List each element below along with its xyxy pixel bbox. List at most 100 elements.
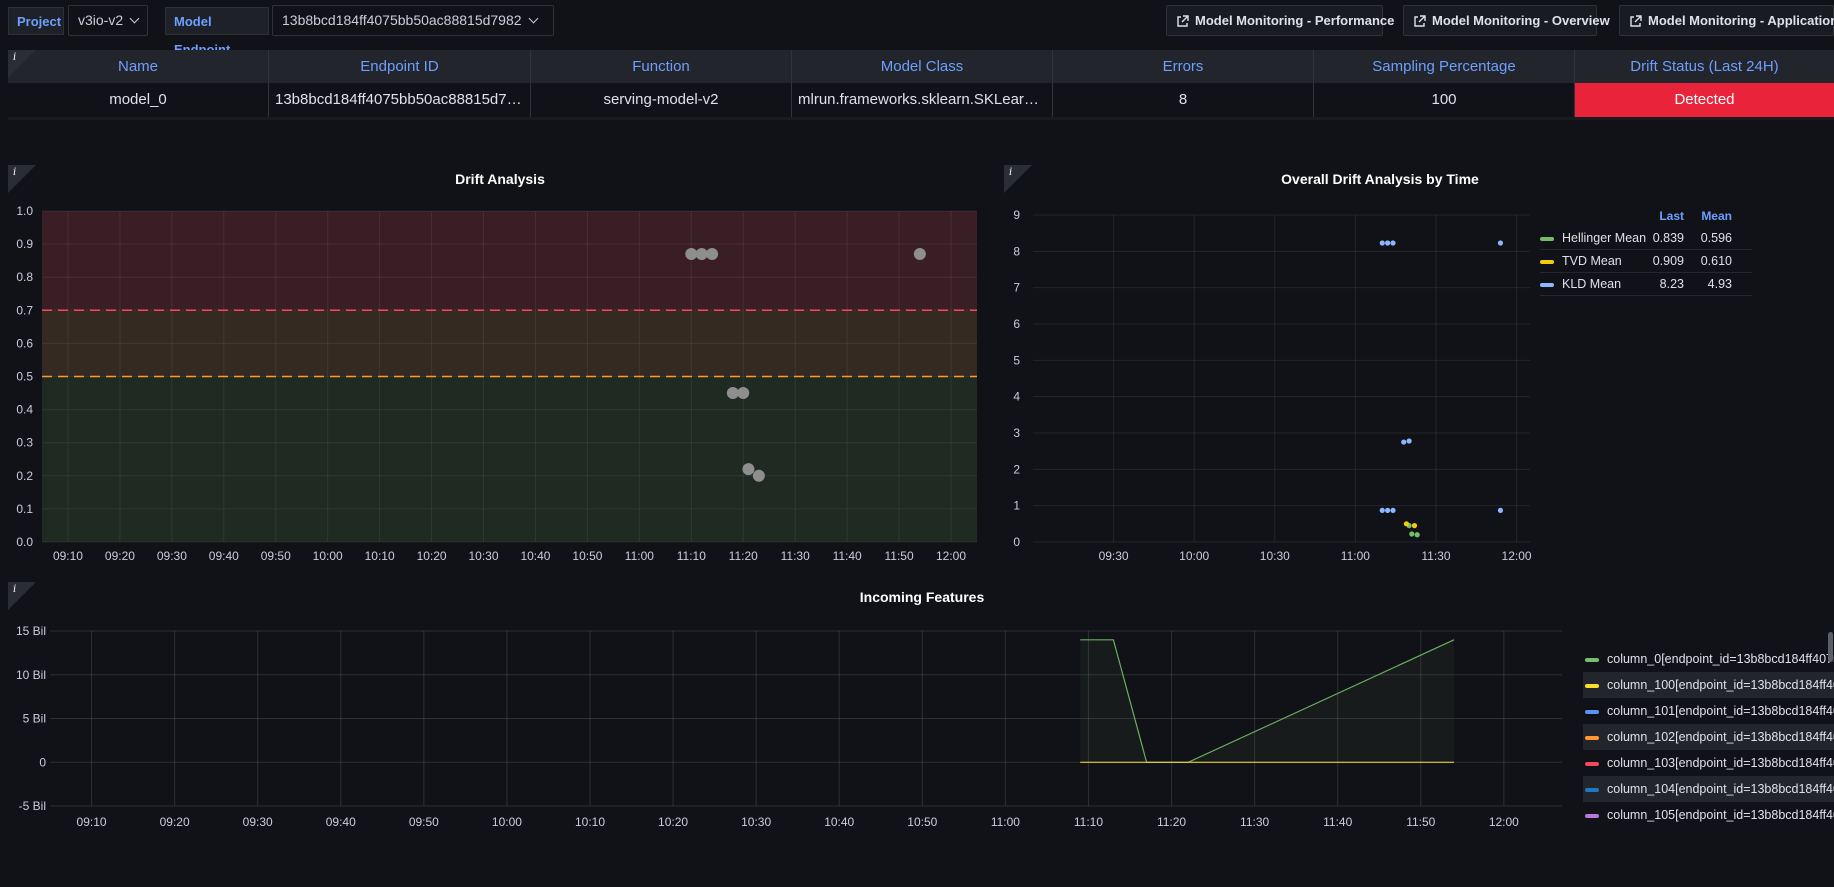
y-tick-label: 9 — [1013, 208, 1020, 222]
info-icon[interactable]: i — [13, 584, 17, 595]
col-header-endpoint-id[interactable]: Endpoint ID — [269, 50, 531, 83]
x-tick-label: 10:30 — [1260, 549, 1290, 563]
y-tick-label: 2 — [1013, 462, 1020, 476]
y-tick-label: 1.0 — [16, 204, 33, 218]
series-point — [1497, 507, 1504, 513]
drift-analysis-chart[interactable]: 0.0 0.1 0.2 0.3 0.4 0.5 0.6 0.7 0.8 0.9 1.0 09:10 09… — [0, 195, 990, 570]
cell-endpoint-id: 13b8bcd184ff4075bb50ac88815d79… — [269, 83, 531, 117]
model-endpoint-select[interactable]: 13b8bcd184ff4075bb50ac88815d7982 — [272, 5, 554, 36]
col-header-name[interactable]: Name — [8, 50, 269, 83]
series-point — [1406, 438, 1412, 444]
legend-mean-value: 4.93 — [1707, 277, 1732, 291]
legend-swatch — [1585, 735, 1599, 740]
y-tick-label: 0.4 — [16, 403, 33, 417]
legend-item-column-103[interactable]: column_103[endpoint_id=13b8bcd184ff4075b… — [1583, 750, 1834, 776]
x-tick-label: 10:40 — [824, 815, 854, 829]
external-link-icon — [1177, 15, 1189, 27]
chevron-down-icon — [129, 13, 140, 24]
y-tick-label: 5 Bil — [23, 712, 46, 726]
x-tick-label: 12:00 — [936, 549, 966, 563]
legend-swatch — [1585, 683, 1599, 688]
table-info-corner[interactable] — [8, 50, 36, 78]
legend-item-column-0[interactable]: column_0[endpoint_id=13b8bcd184ff4075bb5… — [1583, 646, 1834, 672]
link-overview-label: Model Monitoring - Overview — [1432, 13, 1610, 28]
series-point — [1414, 532, 1420, 538]
link-performance-button[interactable]: Model Monitoring - Performance — [1166, 5, 1394, 36]
col-header-drift-status[interactable]: Drift Status (Last 24H) — [1575, 50, 1834, 83]
x-tick-label: 10:50 — [907, 815, 937, 829]
x-tick-label: 10:30 — [469, 549, 499, 563]
overall-drift-chart[interactable]: 0 1 2 3 4 5 6 7 8 9 09:30 10:00 10:30 11:00 11:30 12:00 — [1000, 195, 1540, 570]
y-tick-label: 0.1 — [16, 502, 33, 516]
legend-item-column-101[interactable]: column_101[endpoint_id=13b8bcd184ff4075b… — [1583, 698, 1834, 724]
cell-function: serving-model-v2 — [531, 83, 792, 117]
legend-item-hellinger[interactable]: Hellinger Mean 0.839 0.596 — [1540, 227, 1752, 250]
series-point — [1401, 439, 1407, 445]
legend-header-last[interactable]: Last — [1659, 209, 1684, 223]
x-tick-label: 10:40 — [520, 549, 550, 563]
col-header-model-class[interactable]: Model Class — [792, 50, 1053, 83]
col-header-sampling-percentage[interactable]: Sampling Percentage — [1314, 50, 1575, 83]
chevron-down-icon — [528, 13, 538, 24]
orange-zone-band — [42, 310, 977, 377]
incoming-features-chart[interactable]: -5 Bil 0 5 Bil 10 Bil 15 Bil 09:10 09:20 09:30 0… — [0, 615, 1580, 840]
info-icon[interactable]: i — [13, 167, 17, 178]
external-link-icon — [1414, 15, 1426, 27]
info-icon[interactable]: i — [13, 52, 17, 63]
col-header-function[interactable]: Function — [531, 50, 792, 83]
x-tick-label: 11:20 — [729, 549, 758, 563]
y-tick-label: 6 — [1013, 317, 1020, 331]
x-tick-label: 12:00 — [1489, 815, 1519, 829]
info-icon[interactable]: i — [1009, 167, 1013, 178]
legend-item-column-102[interactable]: column_102[endpoint_id=13b8bcd184ff4075b… — [1583, 724, 1834, 750]
legend-swatch — [1540, 259, 1554, 264]
external-link-icon — [1630, 15, 1642, 27]
drift-point — [685, 248, 698, 261]
x-tick-label: 11:00 — [625, 549, 654, 563]
link-overview-button[interactable]: Model Monitoring - Overview — [1403, 5, 1610, 36]
x-tick-label: 11:40 — [1323, 815, 1352, 829]
y-tick-label: 8 — [1013, 244, 1020, 258]
legend-swatch — [1585, 787, 1599, 792]
legend-label: column_104[endpoint_id=13b8bcd184ff4075b… — [1607, 782, 1834, 796]
x-tick-label: 11:30 — [781, 549, 810, 563]
project-select[interactable]: v3io-v2 — [68, 5, 148, 36]
drift-analysis-info-corner[interactable] — [8, 165, 36, 193]
legend-item-kld[interactable]: KLD Mean 8.23 4.93 — [1540, 273, 1752, 296]
legend-swatch — [1540, 282, 1554, 287]
x-tick-label: 11:50 — [885, 549, 914, 563]
legend-header-mean[interactable]: Mean — [1701, 209, 1732, 223]
incoming-features-info-corner[interactable] — [8, 582, 36, 610]
x-tick-label: 10:50 — [572, 549, 602, 563]
cell-model-class: mlrun.frameworks.sklearn.SKLearnM… — [792, 83, 1053, 117]
link-applications-label: Model Monitoring - Applications — [1648, 13, 1834, 28]
legend-label: column_103[endpoint_id=13b8bcd184ff4075b… — [1607, 756, 1834, 770]
legend-item-column-104[interactable]: column_104[endpoint_id=13b8bcd184ff4075b… — [1583, 776, 1834, 802]
legend-item-tvd[interactable]: TVD Mean 0.909 0.610 — [1540, 250, 1752, 273]
y-tick-label: 1 — [1013, 499, 1020, 513]
x-tick-label: 09:50 — [409, 815, 439, 829]
legend-scrollbar[interactable] — [1828, 632, 1833, 662]
x-tick-label: 10:10 — [365, 549, 395, 563]
cell-name: model_0 — [8, 83, 269, 117]
legend-item-column-105[interactable]: column_105[endpoint_id=13b8bcd184ff4075b… — [1583, 802, 1834, 828]
overall-drift-info-corner[interactable] — [1004, 165, 1032, 193]
series-point — [1379, 507, 1385, 513]
link-performance-label: Model Monitoring - Performance — [1195, 13, 1395, 28]
legend-last-value: 0.839 — [1652, 231, 1684, 245]
series-point — [1385, 240, 1391, 246]
drift-status-badge: Detected — [1575, 83, 1834, 117]
link-applications-button[interactable]: Model Monitoring - Applications — [1619, 5, 1834, 36]
x-tick-label: 11:30 — [1240, 815, 1269, 829]
x-tick-label: 09:10 — [53, 549, 83, 563]
legend-mean-value: 0.610 — [1700, 254, 1732, 268]
x-tick-label: 11:00 — [1341, 549, 1370, 563]
legend-swatch — [1540, 236, 1554, 241]
col-header-errors[interactable]: Errors — [1053, 50, 1314, 83]
y-tick-label: 0.3 — [16, 436, 33, 450]
y-tick-label: 0.5 — [16, 370, 33, 384]
y-tick-label: -5 Bil — [19, 799, 46, 813]
legend-item-column-100[interactable]: column_100[endpoint_id=13b8bcd184ff4075b… — [1583, 672, 1834, 698]
drift-point — [752, 469, 765, 482]
legend-label: column_105[endpoint_id=13b8bcd184ff4075b… — [1607, 808, 1834, 822]
